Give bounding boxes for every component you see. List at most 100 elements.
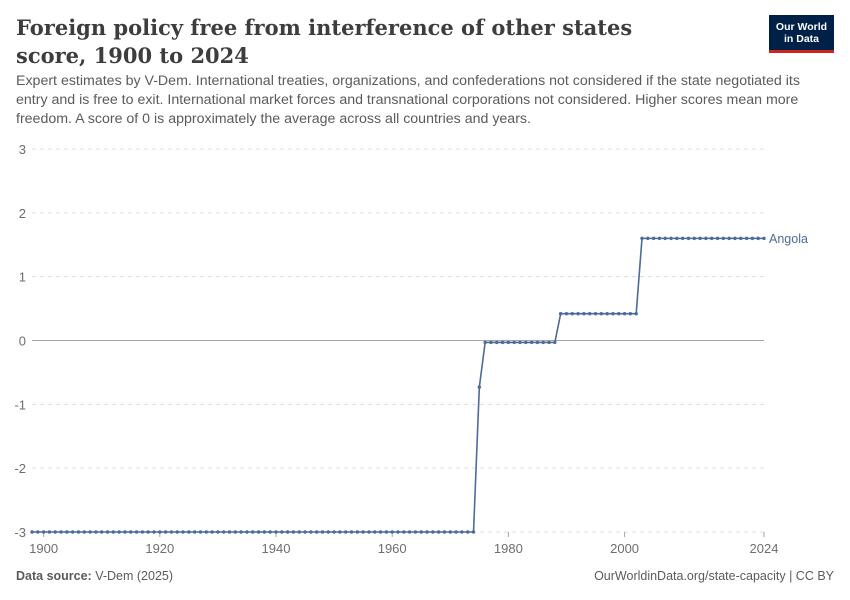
data-point[interactable] [280,530,284,534]
data-point[interactable] [698,236,702,241]
data-point[interactable] [710,236,714,241]
data-point[interactable] [506,340,511,345]
data-point[interactable] [268,530,272,534]
data-point[interactable] [588,311,592,316]
data-point[interactable] [582,311,586,316]
data-point[interactable] [285,530,290,534]
data-point[interactable] [88,530,92,534]
data-point[interactable] [53,530,57,534]
data-point[interactable] [158,530,162,534]
data-point[interactable] [512,340,516,345]
data-point[interactable] [181,530,185,534]
data-point[interactable] [100,530,104,534]
data-point[interactable] [216,530,220,534]
data-point[interactable] [617,311,621,316]
data-point[interactable] [651,236,656,241]
data-point[interactable] [547,340,551,345]
data-point[interactable] [297,530,301,534]
data-point[interactable] [628,311,633,316]
data-point[interactable] [163,530,168,534]
data-point[interactable] [344,530,348,534]
data-point[interactable] [169,530,174,534]
data-point[interactable] [669,236,673,241]
data-point[interactable] [593,311,598,316]
data-point[interactable] [477,385,482,389]
data-point[interactable] [413,530,418,534]
data-point[interactable] [262,530,267,534]
data-point[interactable] [605,311,609,316]
data-point[interactable] [338,530,342,534]
data-point[interactable] [553,340,557,345]
data-point[interactable] [442,530,447,534]
data-point[interactable] [436,530,441,534]
data-point[interactable] [657,236,662,241]
data-point[interactable] [251,530,255,534]
data-point[interactable] [727,236,731,241]
data-point[interactable] [129,530,133,534]
data-point[interactable] [407,530,412,534]
data-point[interactable] [500,340,505,345]
data-point[interactable] [233,530,238,534]
data-point[interactable] [721,236,726,241]
data-point[interactable] [529,340,534,345]
data-point[interactable] [622,311,627,316]
data-point[interactable] [326,530,330,534]
data-point[interactable] [762,236,766,241]
data-point[interactable] [402,530,406,534]
data-point[interactable] [30,530,34,534]
data-point[interactable] [495,340,499,345]
data-point[interactable] [134,530,139,534]
data-point[interactable] [431,530,435,534]
data-point[interactable] [36,530,40,534]
data-point[interactable] [256,530,261,534]
data-point[interactable] [349,530,354,534]
data-point[interactable] [373,530,377,534]
data-point[interactable] [634,311,638,316]
data-point[interactable] [646,236,650,241]
data-point[interactable] [704,236,708,241]
data-point[interactable] [192,530,197,534]
data-point[interactable] [454,530,458,534]
data-point[interactable] [733,236,737,241]
source-value[interactable]: V-Dem (2025) [95,569,174,583]
data-point[interactable] [396,530,400,534]
data-point[interactable] [384,530,389,534]
data-point[interactable] [274,530,278,534]
data-point[interactable] [419,530,423,534]
data-point[interactable] [570,311,574,316]
data-point[interactable] [640,236,644,241]
data-point[interactable] [361,530,365,534]
data-point[interactable] [680,236,685,241]
data-point[interactable] [245,530,249,534]
data-point[interactable] [146,530,150,534]
data-point[interactable] [175,530,179,534]
data-point[interactable] [466,530,470,534]
data-point[interactable] [111,530,116,534]
data-point[interactable] [564,311,569,316]
data-point[interactable] [222,530,226,534]
url-license[interactable]: OurWorldinData.org/state-capacity | CC B… [594,569,834,583]
data-point[interactable] [367,530,371,534]
data-point[interactable] [41,530,46,534]
data-point[interactable] [425,530,429,534]
data-point[interactable] [750,236,755,241]
data-point[interactable] [744,236,749,241]
data-point[interactable] [187,530,191,534]
data-point[interactable] [332,530,336,534]
data-point[interactable] [117,530,121,534]
data-point[interactable] [535,340,540,345]
data-point[interactable] [76,530,81,534]
data-point[interactable] [686,236,691,241]
data-point[interactable] [518,340,522,345]
data-point[interactable] [692,236,696,241]
data-point[interactable] [541,340,545,345]
data-point[interactable] [314,530,319,534]
data-point[interactable] [483,340,487,345]
data-point[interactable] [65,530,69,534]
data-point[interactable] [152,530,156,534]
data-point[interactable] [611,311,615,316]
data-point[interactable] [303,530,307,534]
data-point[interactable] [663,236,667,241]
data-point[interactable] [210,530,214,534]
data-point[interactable] [599,311,604,316]
